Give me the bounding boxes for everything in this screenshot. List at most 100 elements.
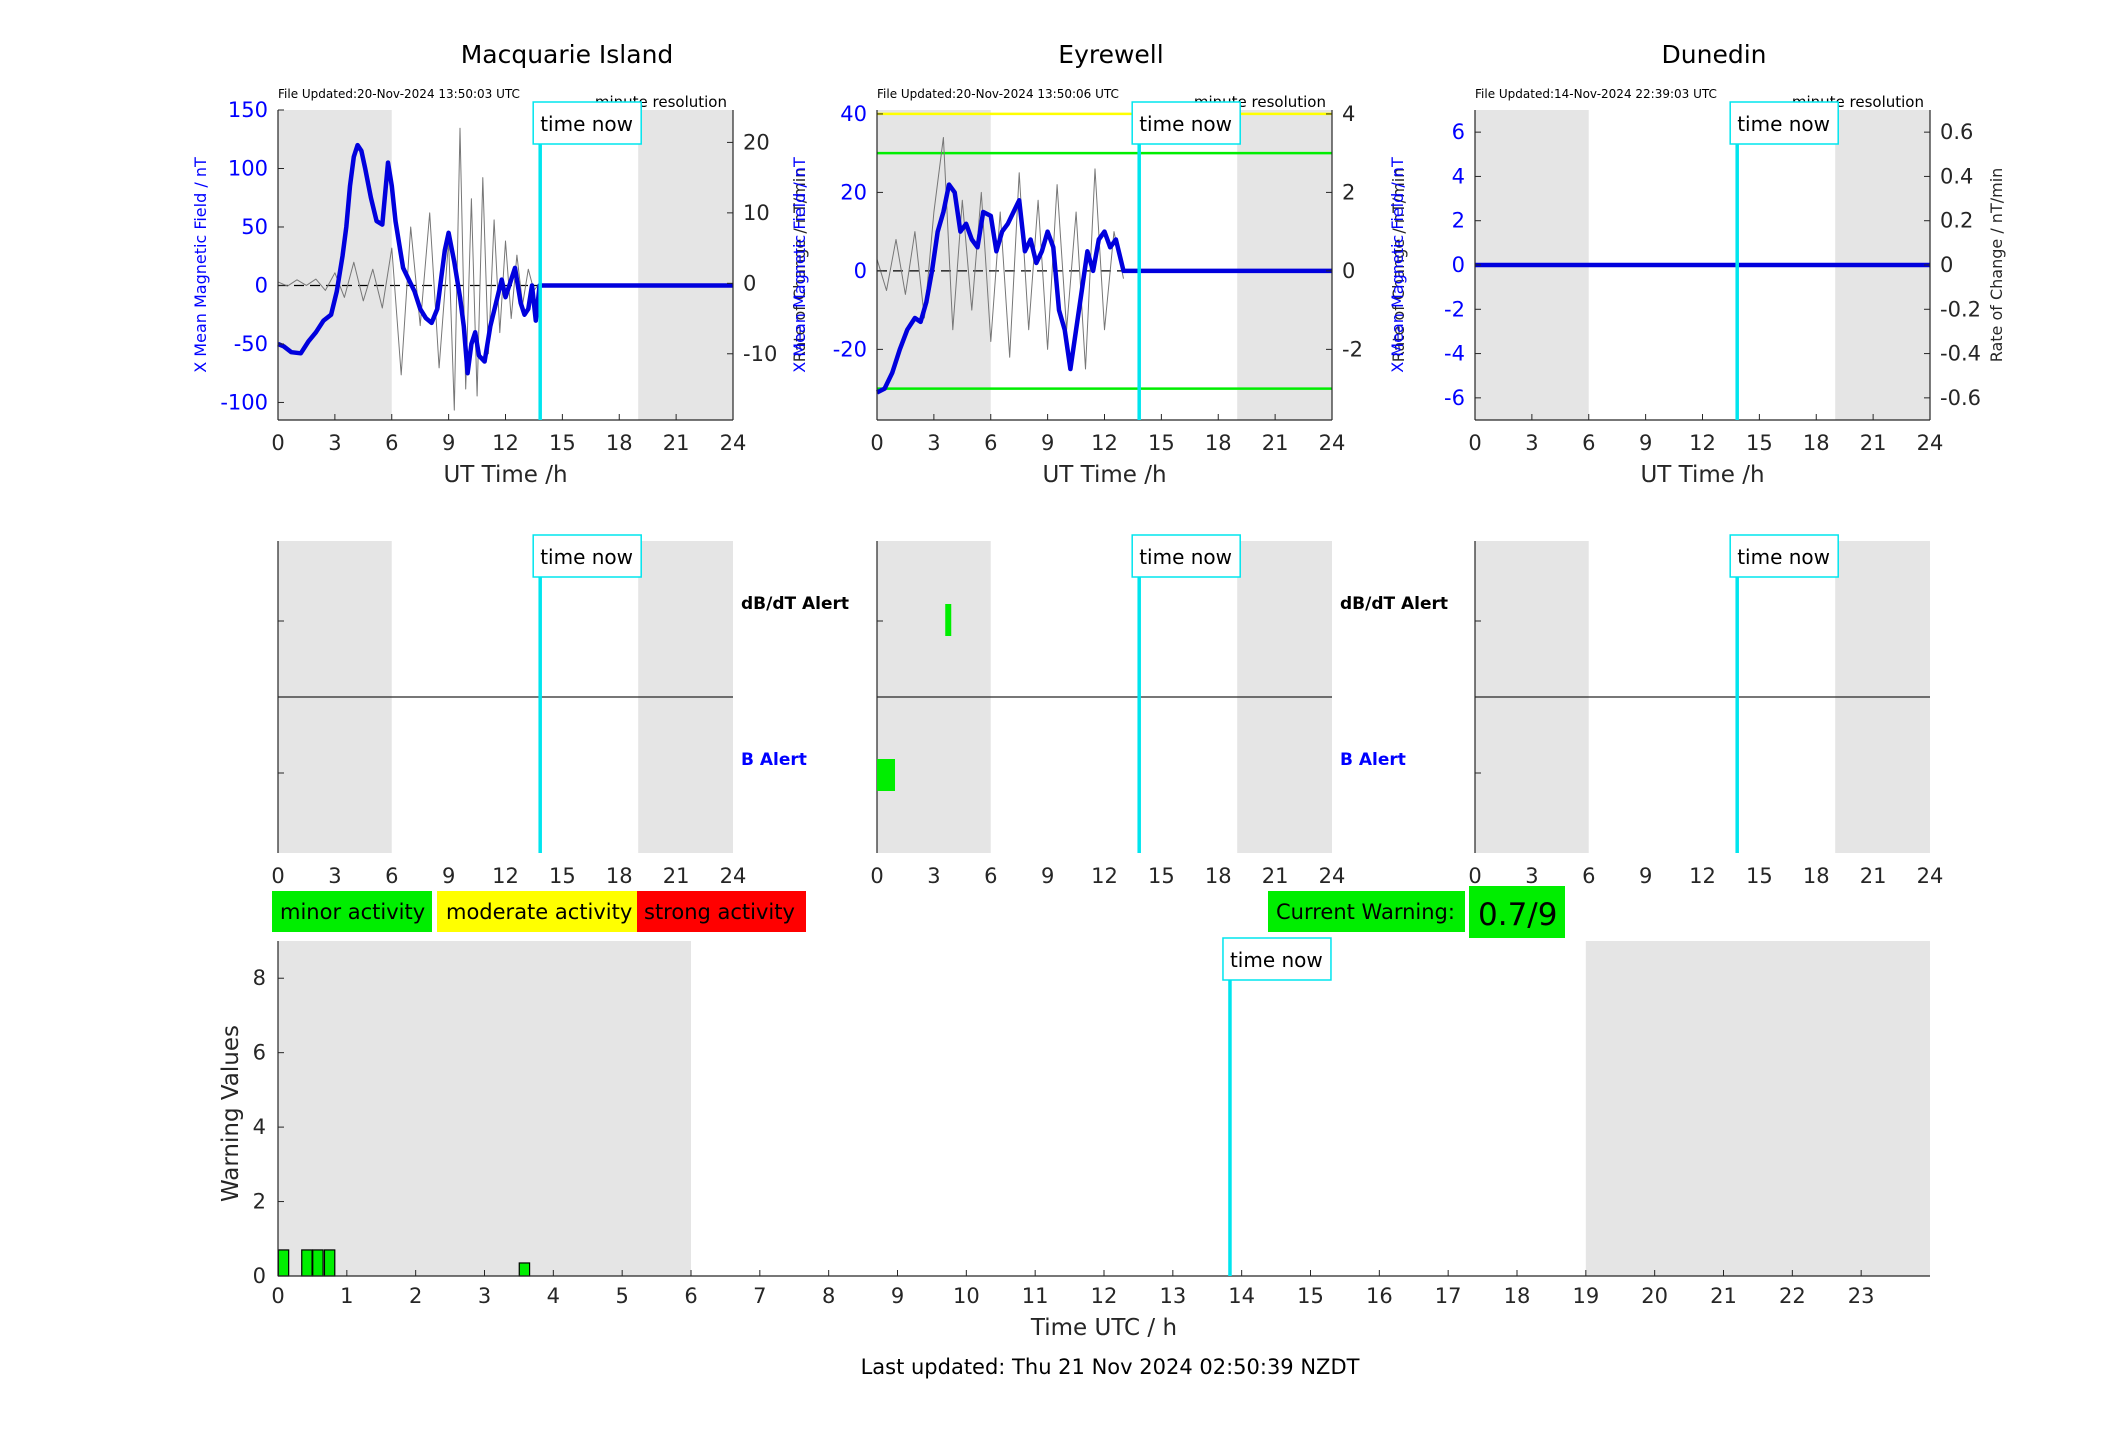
warning-x-tick-label: 4 bbox=[547, 1284, 560, 1308]
eyrewell-alert-x-tick-label: 24 bbox=[1319, 864, 1346, 888]
panel-macquarie-island: 0 3 6 9 12 15 18 21 24-100-50050100150-1001020Fi… bbox=[191, 87, 809, 488]
warning-x-axis-label: Time UTC / h bbox=[1030, 1315, 1177, 1341]
warning-x-tick-label: 17 bbox=[1435, 1284, 1462, 1308]
eyrewell-y-tick-label: 40 bbox=[840, 102, 867, 126]
macquarie-island-y2-axis-label: Rate of Change / nT/min bbox=[790, 168, 809, 363]
activity-legend: minor activity moderate activity strong … bbox=[272, 891, 806, 932]
warning-x-tick-label: 22 bbox=[1779, 1284, 1806, 1308]
warning-x-tick-label: 23 bbox=[1848, 1284, 1875, 1308]
legend-moderate-swatch bbox=[437, 891, 637, 932]
eyrewell-x-tick-label: 12 bbox=[1091, 431, 1118, 455]
warning-x-tick-label: 6 bbox=[684, 1284, 697, 1308]
eyrewell-x-tick-label: 15 bbox=[1148, 431, 1175, 455]
macquarie-island-alert-x-tick-label: 21 bbox=[663, 864, 690, 888]
dunedin-x-tick-label: 6 bbox=[1582, 431, 1595, 455]
eyrewell-alert-b-alert-bar bbox=[877, 759, 896, 791]
eyrewell-alert-x-tick-label: 12 bbox=[1091, 864, 1118, 888]
eyrewell-alert-time-now-box bbox=[1131, 534, 1241, 578]
warning-x-tick-label: 14 bbox=[1228, 1284, 1255, 1308]
dunedin-x-tick-label: 12 bbox=[1689, 431, 1716, 455]
dunedin-file-updated: File Updated:14-Nov-2024 22:39:03 UTC bbox=[1475, 87, 1717, 101]
eyrewell-alert-dbdt-label: dB/dT Alert bbox=[1340, 594, 1448, 614]
dunedin-x-tick-label: 24 bbox=[1917, 431, 1944, 455]
eyrewell-field-series bbox=[875, 182, 1332, 395]
eyrewell-y2-tick-label: 2 bbox=[1342, 180, 1355, 204]
macquarie-island-y-tick-label: -100 bbox=[220, 390, 268, 414]
dunedin-y-tick-label: -4 bbox=[1444, 342, 1465, 366]
station-title-dunedin: Dunedin bbox=[1662, 40, 1767, 69]
macquarie-island-file-updated: File Updated:20-Nov-2024 13:50:03 UTC bbox=[278, 87, 520, 101]
last-updated-footer: Last updated: Thu 21 Nov 2024 02:50:39 N… bbox=[861, 1355, 1360, 1379]
legend-moderate-label: moderate activity bbox=[446, 900, 632, 924]
warning-bar bbox=[277, 1249, 290, 1277]
eyrewell-time-now-box bbox=[1131, 101, 1241, 145]
macquarie-island-time-now-label: time now bbox=[540, 112, 633, 136]
dunedin-x-tick-label: 0 bbox=[1468, 431, 1481, 455]
dunedin-y-tick-label: -6 bbox=[1444, 386, 1465, 410]
warning-x-tick-label: 18 bbox=[1504, 1284, 1531, 1308]
dunedin-y2-tick-label: 0 bbox=[1940, 253, 1953, 277]
eyrewell-alert-dbdt-alert-bar bbox=[945, 604, 952, 636]
eyrewell-y-tick-label: 20 bbox=[840, 180, 867, 204]
dunedin-y2-tick-label: -0.2 bbox=[1940, 297, 1981, 321]
warning-x-tick-label: 7 bbox=[753, 1284, 766, 1308]
warning-bar bbox=[301, 1249, 313, 1277]
current-warning-label: Current Warning: bbox=[1276, 900, 1455, 924]
dunedin-x-axis-label: UT Time /h bbox=[1640, 462, 1764, 488]
eyrewell-alert-x-tick-label: 0 bbox=[870, 864, 883, 888]
warning-x-tick-label: 15 bbox=[1297, 1284, 1324, 1308]
warning-x-tick-label: 5 bbox=[615, 1284, 628, 1308]
dunedin-alert-x-tick-label: 24 bbox=[1917, 864, 1944, 888]
dunedin-alert-time-now-label: time now bbox=[1737, 545, 1830, 569]
macquarie-island-y-tick-label: 0 bbox=[255, 273, 268, 297]
eyrewell-file-updated: File Updated:20-Nov-2024 13:50:06 UTC bbox=[877, 87, 1119, 101]
macquarie-island-x-tick-label: 9 bbox=[442, 431, 455, 455]
eyrewell-x-tick-label: 6 bbox=[984, 431, 997, 455]
macquarie-island-y2-tick-label: 0 bbox=[743, 271, 756, 295]
macquarie-island-alert-x-tick-label: 15 bbox=[549, 864, 576, 888]
dunedin-alert-x-tick-label: 12 bbox=[1689, 864, 1716, 888]
warning-y-tick-label: 6 bbox=[253, 1041, 266, 1065]
macquarie-island-x-axis-label: UT Time /h bbox=[443, 462, 567, 488]
warning-x-tick-label: 8 bbox=[822, 1284, 835, 1308]
dunedin-alert-x-tick-label: 18 bbox=[1803, 864, 1830, 888]
dunedin-y2-axis-label: Rate of Change / nT/min bbox=[1987, 168, 2006, 363]
eyrewell-y-tick-label: 0 bbox=[854, 259, 867, 283]
legend-minor-swatch bbox=[272, 891, 432, 932]
dunedin-y2-tick-label: 0.6 bbox=[1940, 120, 1973, 144]
macquarie-island-x-tick-label: 3 bbox=[328, 431, 341, 455]
dunedin-alert-time-now-box bbox=[1729, 534, 1839, 578]
eyrewell-y2-tick-label: 4 bbox=[1342, 102, 1355, 126]
warning-y-tick-label: 2 bbox=[253, 1190, 266, 1214]
panel-dunedin: 0 3 6 9 12 15 18 21 24-6-4-20246-0.6-0.4-0.200.2… bbox=[1388, 87, 2006, 488]
warning-x-tick-label: 0 bbox=[271, 1284, 284, 1308]
macquarie-island-alert-time-now-label: time now bbox=[540, 545, 633, 569]
macquarie-island-field-series bbox=[277, 142, 733, 376]
dunedin-y-tick-label: 6 bbox=[1452, 120, 1465, 144]
eyrewell-x-tick-label: 18 bbox=[1205, 431, 1232, 455]
macquarie-island-alert-x-tick-label: 0 bbox=[271, 864, 284, 888]
warning-night-shade bbox=[278, 941, 691, 1276]
eyrewell-y2-tick-label: -2 bbox=[1342, 337, 1363, 361]
warning-night-shade bbox=[1585, 941, 1930, 1276]
warning-x-tick-label: 16 bbox=[1366, 1284, 1393, 1308]
macquarie-island-time-now-box bbox=[532, 101, 642, 145]
dunedin-alert-x-tick-label: 9 bbox=[1639, 864, 1652, 888]
eyrewell-alert-x-tick-label: 15 bbox=[1148, 864, 1175, 888]
dunedin-y-tick-label: 0 bbox=[1452, 253, 1465, 277]
eyrewell-alert-x-tick-label: 21 bbox=[1262, 864, 1289, 888]
dunedin-alert-x-tick-label: 0 bbox=[1468, 864, 1481, 888]
macquarie-island-alert-time-now-box bbox=[532, 534, 642, 578]
macquarie-island-x-tick-label: 12 bbox=[492, 431, 519, 455]
macquarie-island-y-tick-label: 100 bbox=[228, 156, 268, 180]
station-title-eyrewell: Eyrewell bbox=[1058, 40, 1163, 69]
dunedin-x-tick-label: 3 bbox=[1525, 431, 1538, 455]
dunedin-y-tick-label: 4 bbox=[1452, 164, 1465, 188]
dunedin-y2-tick-label: 0.4 bbox=[1940, 164, 1973, 188]
warning-time-now-label: time now bbox=[1230, 948, 1323, 972]
warning-x-tick-label: 2 bbox=[409, 1284, 422, 1308]
eyrewell-x-axis-label: UT Time /h bbox=[1042, 462, 1166, 488]
warning-y-tick-label: 0 bbox=[253, 1264, 266, 1288]
dunedin-time-now-label: time now bbox=[1737, 112, 1830, 136]
macquarie-island-alert-dbdt-label: dB/dT Alert bbox=[741, 594, 849, 614]
